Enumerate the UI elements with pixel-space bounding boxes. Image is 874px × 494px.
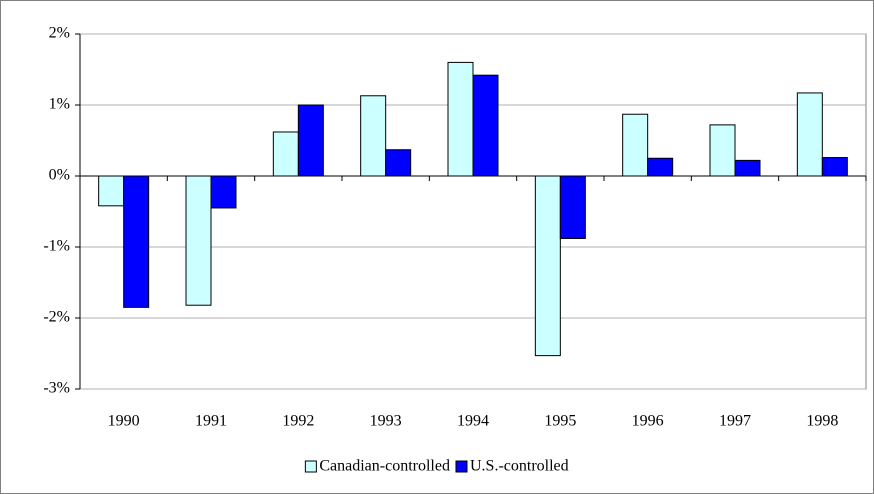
x-tick-label: 1991 — [195, 413, 227, 430]
y-tick-label: 1% — [49, 96, 70, 113]
bar — [534, 175, 561, 357]
x-tick-label: 1990 — [108, 413, 140, 430]
bar — [709, 124, 736, 177]
y-tick-label: -1% — [43, 238, 70, 255]
bar — [297, 104, 324, 177]
bar — [447, 61, 474, 177]
x-tick-label: 1996 — [632, 413, 664, 430]
bar — [647, 157, 674, 177]
bar — [472, 74, 499, 177]
bar — [98, 175, 125, 207]
legend-swatch — [304, 460, 317, 473]
bar — [185, 175, 212, 306]
bar — [821, 157, 848, 177]
x-tick-label: 1997 — [719, 413, 751, 430]
bar — [272, 131, 299, 177]
bar — [559, 175, 586, 239]
bar — [360, 95, 387, 177]
x-tick-label: 1994 — [457, 413, 489, 430]
bar — [385, 149, 412, 177]
bar — [210, 175, 237, 209]
bar — [734, 159, 761, 177]
legend-label: Canadian-controlled — [319, 458, 450, 475]
y-tick-label: -2% — [43, 309, 70, 326]
x-tick-label: 1995 — [544, 413, 576, 430]
y-tick-label: 0% — [49, 167, 70, 184]
bar — [796, 92, 823, 177]
y-tick-label: 2% — [49, 25, 70, 42]
bar — [622, 113, 649, 177]
y-tick-label: -3% — [43, 380, 70, 397]
x-tick-label: 1998 — [806, 413, 838, 430]
x-tick-label: 1993 — [370, 413, 402, 430]
legend-swatch — [455, 460, 468, 473]
bar — [123, 175, 150, 308]
legend-label: U.S.-controlled — [470, 458, 569, 475]
x-tick-label: 1992 — [282, 413, 314, 430]
